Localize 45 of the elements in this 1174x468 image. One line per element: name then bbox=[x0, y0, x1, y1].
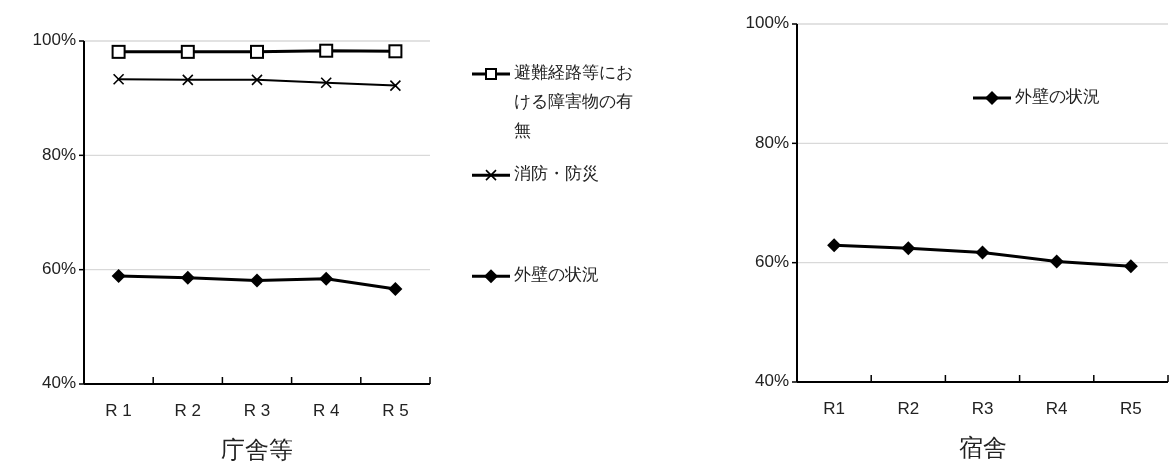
point bbox=[319, 271, 334, 286]
x-tick-label: R 5 bbox=[382, 401, 409, 420]
y-tick-label: 100% bbox=[745, 13, 789, 33]
x-tick-label: R 1 bbox=[105, 401, 132, 420]
legend-label: 避難経路等における障害物の有無 bbox=[514, 63, 633, 141]
y-tick-label: 60% bbox=[41, 259, 76, 279]
x-tick-label: R 4 bbox=[312, 401, 340, 420]
x-tick-label: R4 bbox=[1045, 399, 1068, 418]
x-tick-label: R 3 bbox=[243, 401, 271, 420]
point bbox=[180, 270, 195, 285]
y-tick-label: 40% bbox=[41, 373, 76, 393]
x-tick-label: R2 bbox=[897, 399, 920, 418]
point bbox=[1049, 254, 1064, 269]
legend-label: 消防・防災 bbox=[514, 164, 599, 184]
point bbox=[1123, 259, 1138, 274]
y-tick-label: 80% bbox=[754, 132, 789, 152]
point bbox=[827, 238, 842, 253]
legend-label: 外壁の状況 bbox=[514, 265, 599, 285]
point bbox=[180, 44, 195, 59]
point bbox=[901, 241, 916, 256]
point bbox=[388, 282, 403, 297]
x-tick-label: R 2 bbox=[174, 401, 202, 420]
x-tick-label: R5 bbox=[1120, 399, 1142, 418]
y-tick-label: 40% bbox=[754, 371, 789, 391]
y-tick-label: 60% bbox=[754, 252, 789, 272]
legend: 外壁の状況 bbox=[973, 87, 1100, 107]
y-tick-label: 100% bbox=[32, 30, 76, 50]
x-tick-label: R3 bbox=[971, 399, 994, 418]
x-axis-title: 宿舎 bbox=[958, 434, 1007, 461]
point bbox=[389, 79, 402, 92]
y-tick-label: 80% bbox=[41, 144, 76, 164]
point bbox=[251, 74, 263, 86]
point bbox=[388, 44, 403, 59]
legend-label: 外壁の状況 bbox=[1015, 87, 1100, 107]
x-axis-title: 庁舎等 bbox=[221, 436, 293, 463]
point bbox=[112, 73, 125, 86]
point bbox=[319, 43, 334, 58]
point bbox=[320, 76, 332, 89]
point bbox=[250, 44, 264, 59]
point bbox=[250, 273, 264, 288]
point bbox=[111, 268, 126, 283]
point bbox=[182, 74, 194, 86]
point bbox=[975, 245, 990, 260]
point bbox=[111, 44, 126, 59]
x-tick-label: R1 bbox=[823, 399, 845, 418]
